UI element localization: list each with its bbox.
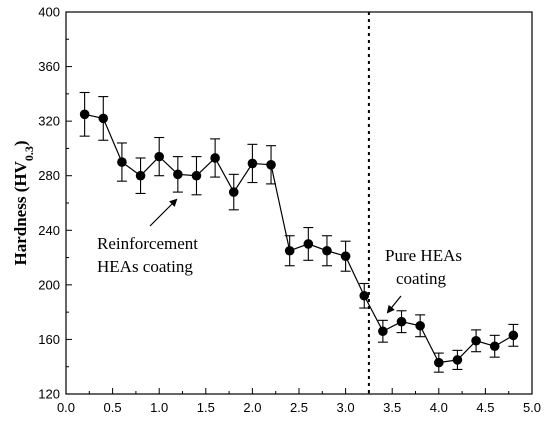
- annotation-reinforcement: Reinforcement HEAs coating: [97, 234, 202, 276]
- x-tick-label: 4.5: [476, 400, 494, 415]
- data-point: [378, 326, 388, 337]
- annotation-reinforcement-line-1: Reinforcement: [97, 234, 198, 253]
- data-point: [303, 239, 314, 249]
- y-tick-label: 200: [38, 277, 60, 292]
- x-tick-label: 1.5: [197, 400, 215, 415]
- data-point: [79, 109, 90, 120]
- x-tick-label: 4.0: [430, 400, 448, 415]
- annotation-pure-line-2: coating: [396, 269, 447, 288]
- x-tick-label: 3.0: [337, 400, 355, 415]
- x-tick-label: 5.0: [523, 400, 541, 415]
- x-tick-label: 2.5: [290, 400, 308, 415]
- data-point: [340, 251, 351, 262]
- data-point: [508, 330, 519, 341]
- data-point: [191, 170, 202, 181]
- x-tick-label: 0.0: [57, 400, 75, 415]
- y-tick-label: 320: [38, 114, 60, 129]
- y-tick-label: 360: [38, 59, 60, 74]
- data-point: [452, 355, 463, 365]
- y-axis-label-main: Hardness (HV: [11, 160, 30, 265]
- data-point: [228, 187, 239, 197]
- y-tick-label: 160: [38, 332, 60, 347]
- x-tick-label: 2.0: [243, 400, 261, 415]
- y-tick-label: 280: [38, 168, 60, 183]
- data-point: [284, 245, 295, 256]
- data-point: [247, 158, 258, 169]
- y-tick-label: 240: [38, 223, 60, 238]
- y-axis-label-close: ): [11, 140, 30, 146]
- y-tick-label: 120: [38, 387, 60, 402]
- x-tick-label: 3.5: [383, 400, 401, 415]
- annotation-pure-line-1: Pure HEAs: [385, 246, 462, 265]
- data-point: [471, 335, 481, 346]
- y-tick-label: 400: [38, 5, 60, 20]
- data-point: [135, 170, 146, 181]
- data-point: [489, 341, 500, 352]
- annotation-reinforcement-arrow: [149, 198, 178, 227]
- annotation-pure: Pure HEAs coating: [385, 246, 466, 288]
- y-axis-label: Hardness (HV0.3): [11, 140, 36, 265]
- data-point: [322, 245, 332, 256]
- y-axis-label-sub: 0.3: [22, 146, 36, 161]
- data-point: [434, 357, 444, 368]
- data-point: [210, 153, 220, 163]
- data-point: [154, 151, 164, 162]
- x-tick-label: 0.5: [104, 400, 122, 415]
- annotation-reinforcement-line-2: HEAs coating: [97, 257, 193, 276]
- x-tick-label: 1.0: [150, 400, 168, 415]
- data-point: [173, 169, 183, 180]
- data-point: [266, 160, 276, 170]
- annotation-pure-arrow: [386, 295, 402, 314]
- plot-frame: [65, 11, 533, 395]
- data-point: [396, 316, 407, 327]
- data-point: [415, 320, 425, 331]
- data-point: [117, 157, 127, 167]
- data-point: [359, 290, 370, 301]
- data-point: [98, 113, 109, 124]
